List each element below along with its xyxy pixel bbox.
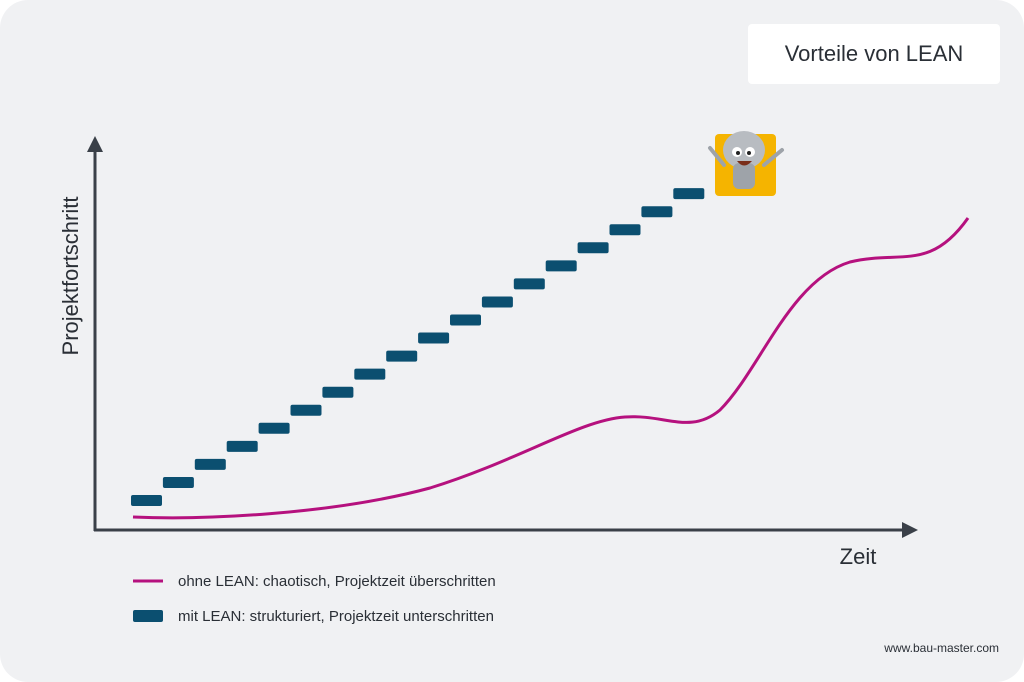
step: [577, 242, 609, 254]
step: [162, 476, 194, 488]
step: [226, 440, 258, 452]
step: [386, 350, 418, 362]
x-axis-label: Zeit: [840, 544, 877, 569]
step: [641, 206, 673, 218]
title-box: [748, 24, 1000, 84]
step: [609, 224, 641, 236]
y-axis-arrow: [87, 136, 103, 152]
step: [673, 188, 705, 200]
step: [354, 368, 386, 380]
mascot: [708, 131, 784, 196]
step: [513, 278, 545, 290]
chaotic-curve: [132, 217, 970, 520]
legend-step: [133, 610, 163, 622]
step: [131, 495, 162, 506]
step: [450, 314, 481, 326]
legend-label: mit LEAN: strukturiert, Projektzeit unte…: [178, 608, 494, 625]
legend-label: ohne LEAN: chaotisch, Projektzeit übersc…: [178, 573, 496, 590]
step: [258, 422, 290, 434]
step: [418, 332, 450, 344]
title: Vorteile von LEAN: [785, 41, 964, 66]
footer-url: www.bau-master.com: [883, 641, 999, 655]
x-axis-arrow: [902, 522, 918, 538]
structured-steps: [131, 188, 705, 506]
step: [481, 296, 513, 308]
step: [290, 404, 322, 416]
y-axis-label: Projektfortschritt: [58, 197, 83, 356]
step: [545, 260, 577, 272]
step: [322, 386, 354, 398]
step: [194, 458, 226, 470]
